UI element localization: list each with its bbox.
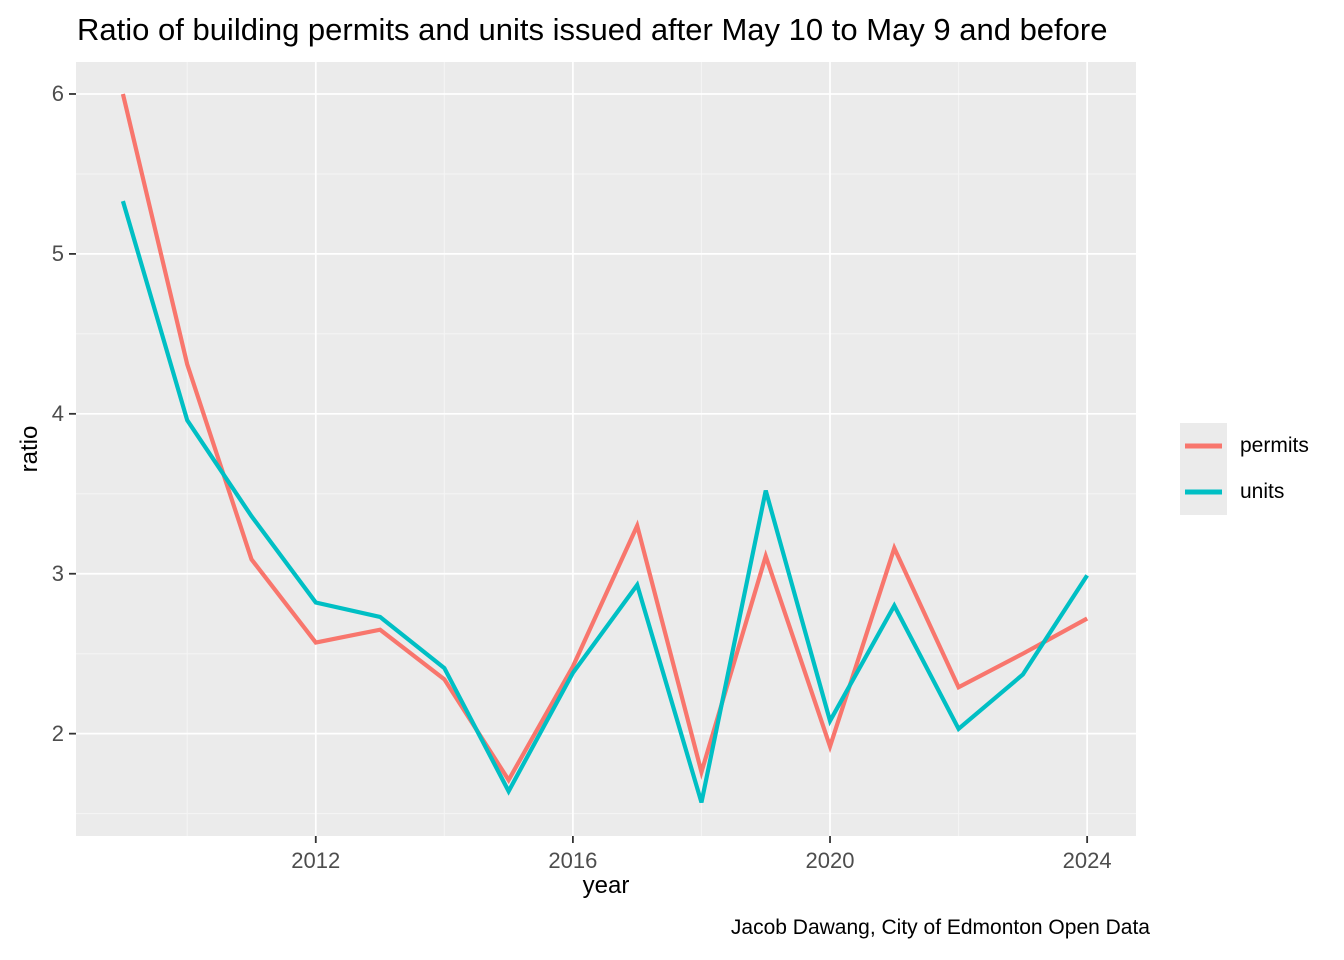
x-tick-label: 2020 xyxy=(805,848,855,873)
legend-key-permits xyxy=(1180,423,1227,469)
series-line-permits xyxy=(120,93,1089,785)
caption: Jacob Dawang, City of Edmonton Open Data xyxy=(730,916,1150,939)
x-tick-label: 2012 xyxy=(291,848,341,873)
x-tick-label: 2024 xyxy=(1062,848,1112,873)
y-tick-label: 2 xyxy=(51,720,64,746)
legend-label: permits xyxy=(1240,434,1309,457)
y-tick-label: 6 xyxy=(51,80,64,106)
x-tick-label: 2016 xyxy=(548,848,598,873)
legend: permits units xyxy=(1180,423,1309,515)
y-tick-label: 4 xyxy=(51,400,64,426)
series-line-units xyxy=(120,200,1089,804)
panel-background xyxy=(76,62,1136,836)
legend-item-units: units xyxy=(1180,469,1309,515)
y-tick-label: 5 xyxy=(51,240,64,266)
legend-label: units xyxy=(1240,480,1285,503)
legend-key-line-icon xyxy=(1185,443,1222,449)
legend-key-units xyxy=(1180,469,1227,515)
y-tick-label: 3 xyxy=(51,560,64,586)
x-axis-title: year xyxy=(582,872,630,899)
plot-title: Ratio of building permits and units issu… xyxy=(77,12,1108,47)
legend-key-line-icon xyxy=(1185,489,1222,495)
legend-item-permits: permits xyxy=(1180,423,1309,469)
